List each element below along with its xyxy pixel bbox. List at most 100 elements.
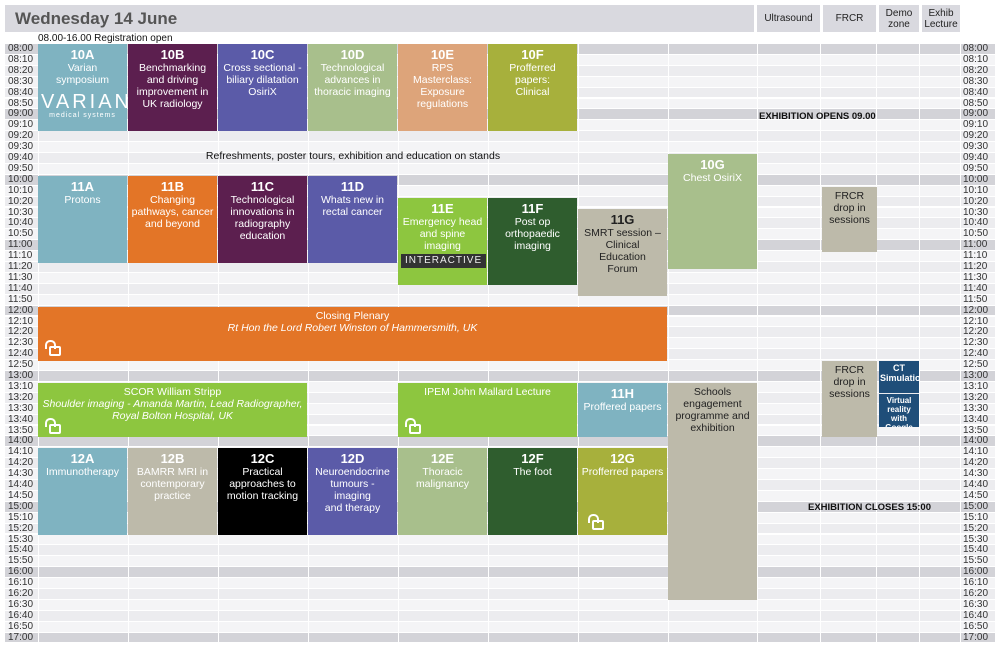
session-11h[interactable]: 11H Proffered papers	[578, 383, 667, 437]
time-label-right: 14:30	[963, 468, 989, 480]
session-12f[interactable]: 12F The foot	[488, 448, 577, 535]
time-label-left: 11:20	[8, 261, 33, 272]
open-access-lock-icon	[45, 340, 61, 356]
session-10c[interactable]: 10C Cross sectional - biliary dilatation Os…	[218, 44, 307, 131]
session-frcr1[interactable]: FRCR drop in sessions	[822, 187, 877, 252]
time-label-right: 09:40	[963, 152, 989, 163]
session-11g[interactable]: 11G SMRT session – Clinical Education Forum	[578, 209, 667, 296]
time-label-left: 11:00	[8, 239, 33, 251]
time-row	[5, 283, 995, 295]
time-label-right: 10:40	[963, 217, 989, 229]
time-label-left: 08:20	[8, 64, 34, 76]
time-label-left: 11:30	[8, 271, 33, 283]
exhibition-opens-note: EXHIBITION OPENS 09.00	[759, 111, 876, 122]
time-label-right: 12:00	[963, 304, 989, 316]
session-text: Thoracic	[422, 466, 463, 478]
session-12d[interactable]: 12D Neuroendocrine tumours - imaging and th…	[308, 448, 397, 535]
session-10g[interactable]: 10G Chest OsiriX	[668, 154, 757, 269]
time-label-right: 13:10	[963, 380, 989, 392]
time-label-left: 15:40	[8, 544, 34, 556]
session-text: orthopaedic	[505, 228, 560, 240]
session-text: Post op	[514, 216, 551, 228]
session-text: SCOR William Stripp	[123, 386, 222, 398]
time-label-right: 15:00	[963, 500, 989, 512]
time-label-left: 15:30	[8, 533, 34, 545]
time-label-right: 11:00	[963, 239, 988, 251]
column-demo-zone: Demo zone	[879, 5, 919, 32]
time-label-left: 13:10	[8, 380, 34, 392]
session-text: Royal Bolton Hospital, UK	[112, 410, 233, 422]
session-schools[interactable]: Schools engagement programme and exhibition	[668, 383, 757, 600]
session-10e[interactable]: 10E RPS Masterclass: Exposure regulations	[398, 44, 487, 131]
session-11d[interactable]: 11D Whats new in rectal cancer	[308, 176, 397, 263]
time-label-right: 14:40	[963, 479, 989, 490]
session-10a[interactable]: 10A Varian symposium VARIAN medical systems	[38, 44, 127, 131]
session-text: sessions	[829, 214, 870, 226]
session-text: regulations	[416, 98, 469, 110]
session-11c[interactable]: 11C Technological innovations in radiograph…	[218, 176, 307, 263]
session-text: pathways, cancer	[131, 206, 214, 218]
time-label-right: 15:50	[963, 555, 989, 567]
session-scor[interactable]: SCOR William Stripp Shoulder imaging - Am…	[38, 383, 307, 437]
time-label-left: 13:30	[8, 402, 34, 414]
session-12b[interactable]: 12B BAMRR MRI in contemporary practice	[128, 448, 217, 535]
session-code: 10C	[250, 47, 275, 62]
session-code: 11A	[70, 179, 95, 194]
time-label-left: 09:20	[8, 130, 34, 142]
time-label-right: 12:50	[963, 359, 989, 371]
column-divider	[820, 44, 821, 643]
session-text: radiography	[234, 218, 291, 230]
column-exhib-lecture: Exhib Lecture	[922, 5, 960, 32]
session-12c[interactable]: 12C Practical approaches to motion tracking	[218, 448, 307, 535]
session-11a[interactable]: 11A Protons	[38, 176, 127, 263]
session-11b[interactable]: 11B Changing pathways, cancer and beyond	[128, 176, 217, 263]
session-text: thoracic imaging	[314, 86, 391, 98]
varian-logo: VARIAN medical systems	[41, 92, 127, 120]
session-text: Chest OsiriX	[683, 172, 742, 184]
time-row	[5, 360, 995, 371]
session-text: drop in	[833, 202, 866, 214]
exhibition-closes-note: EXHIBITION CLOSES 15:00	[808, 502, 932, 513]
session-ipem[interactable]: IPEM John Mallard Lecture	[398, 383, 577, 437]
time-label-left: 10:30	[8, 206, 34, 218]
session-ct[interactable]: CTSimulation	[879, 361, 919, 393]
time-label-right: 14:50	[963, 489, 989, 501]
session-text: Shoulder imaging - Amanda Martin, Lead R…	[42, 398, 303, 410]
session-text: Proffered papers	[583, 401, 662, 413]
interactive-tag: INTERACTIVE	[401, 254, 487, 268]
session-10f[interactable]: 10F Profferred papers: Clinical	[488, 44, 577, 131]
time-row	[5, 567, 995, 579]
time-label-right: 13:00	[963, 370, 989, 381]
header: Wednesday 14 June Ultrasound FRCR Demo z…	[0, 5, 1000, 32]
session-code: 10F	[521, 47, 544, 62]
session-frcr2[interactable]: FRCR drop in sessions	[822, 361, 877, 437]
session-text: Profferred papers	[581, 466, 664, 478]
time-label-right: 17:00	[963, 631, 989, 643]
time-label-left: 08:40	[8, 86, 34, 98]
time-row	[5, 163, 995, 175]
column-divider	[876, 44, 877, 643]
time-label-right: 08:30	[963, 75, 989, 87]
session-text: OsiriX	[248, 86, 277, 98]
session-11e[interactable]: 11E Emergency head and spine imaging INTERA…	[398, 198, 487, 285]
column-frcr: FRCR	[823, 5, 876, 32]
time-row	[5, 185, 995, 197]
time-label-right: 14:10	[963, 446, 989, 458]
time-label-right: 16:40	[963, 609, 989, 621]
session-code: 11F	[521, 201, 544, 216]
session-10d[interactable]: 10D Technological advances in thoracic imag…	[308, 44, 397, 131]
session-10b[interactable]: 10B Benchmarking and driving improvement in…	[128, 44, 217, 131]
session-12a[interactable]: 12A Immunotherapy	[38, 448, 127, 535]
time-label-left: 14:00	[8, 435, 34, 447]
time-label-right: 08:20	[963, 64, 989, 76]
session-plenary[interactable]: Closing Plenary Rt Hon the Lord Robert Wi…	[38, 307, 667, 361]
column-divider	[960, 44, 961, 643]
time-label-right: 10:10	[963, 184, 989, 196]
session-12e[interactable]: 12E Thoracic malignancy	[398, 448, 487, 535]
session-text: programme and	[675, 410, 750, 422]
session-11f[interactable]: 11F Post op orthopaedic imaging	[488, 198, 577, 285]
session-12g[interactable]: 12G Profferred papers	[578, 448, 667, 535]
time-row	[5, 556, 995, 568]
time-label-right: 16:20	[963, 588, 989, 599]
